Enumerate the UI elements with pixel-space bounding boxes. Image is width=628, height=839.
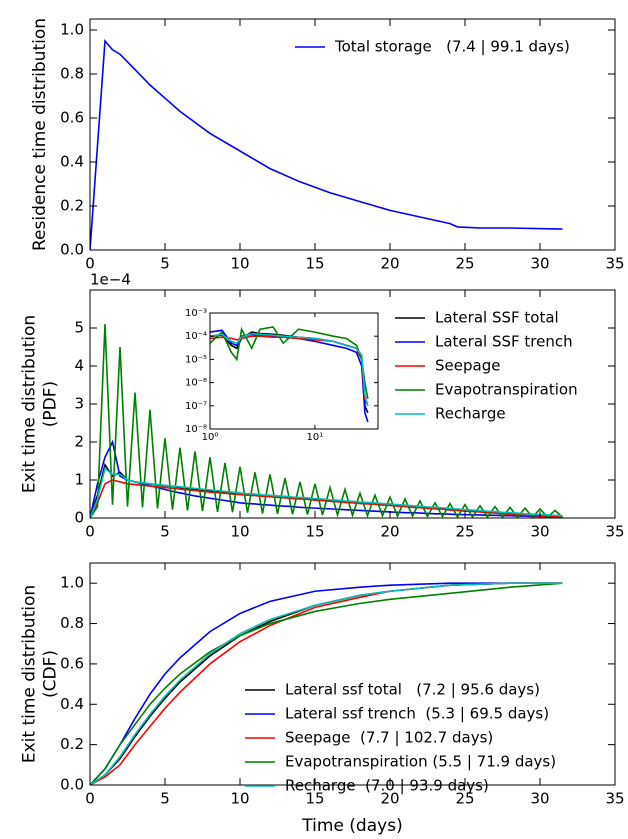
legend-label: Evapotranspiration xyxy=(435,381,578,399)
x-tick-label: 35 xyxy=(605,523,624,541)
x-tick-label: 10 xyxy=(230,255,249,273)
axes-frame xyxy=(89,18,616,251)
y-tick-label: 4 xyxy=(74,357,84,375)
y-axis-label: Exit time distribution xyxy=(20,315,40,493)
y-tick-label: 0.8 xyxy=(60,614,84,632)
x-tick-label: 20 xyxy=(380,790,399,808)
y-tick-label: 0.0 xyxy=(60,241,84,259)
x-axis-label: Time (days) xyxy=(301,816,402,836)
x-tick-label: 35 xyxy=(605,255,624,273)
series-line xyxy=(90,439,563,518)
x-tick-label: 5 xyxy=(160,790,170,808)
y-axis-label: Exit time distribution xyxy=(20,585,40,763)
y-tick-label: 1 xyxy=(74,471,84,489)
y-tick-label: 10⁻³ xyxy=(185,308,207,319)
legend-label: Total storage (7.4 | 99.1 days) xyxy=(334,38,570,56)
y-tick-label: 10⁻⁵ xyxy=(185,354,207,365)
x-tick-label: 25 xyxy=(455,255,474,273)
legend-label: Lateral ssf trench (5.3 | 69.5 days) xyxy=(285,705,549,723)
x-tick-label: 30 xyxy=(530,255,549,273)
axes-frame xyxy=(209,312,379,430)
series-line xyxy=(90,582,563,785)
plot-lines xyxy=(210,326,369,423)
inset: 10⁰ 10¹ 10⁻⁸ 10⁻⁷ 10⁻⁶ 10⁻⁵ 10⁻⁴ 10⁻³ xyxy=(185,308,379,443)
x-tick-label: 15 xyxy=(305,523,324,541)
y-tick-label: 3 xyxy=(74,395,84,413)
x-tick-label: 25 xyxy=(455,790,474,808)
legend-label: Lateral SSF trench xyxy=(435,333,573,351)
series-line xyxy=(210,332,369,407)
x-tick-label: 35 xyxy=(605,790,624,808)
y-axis-label: Residence time distribution xyxy=(30,18,50,251)
plot-area xyxy=(90,563,615,785)
x-tick-label: 0 xyxy=(85,255,95,273)
y-tick-label: 10⁻⁸ xyxy=(185,424,207,435)
legend-label: Seepage xyxy=(435,357,500,375)
y-tick-label: 0.2 xyxy=(60,197,84,215)
legend-label: Evapotranspiration (5.5 | 71.9 days) xyxy=(285,753,556,771)
x-tick-label: 15 xyxy=(305,790,324,808)
legend-label: Lateral ssf total (7.2 | 95.6 days) xyxy=(285,681,540,699)
y-tick-label: 0.2 xyxy=(60,735,84,753)
y-tick-label: 10⁻⁶ xyxy=(185,378,207,389)
panel: 0 5 10 15 20 25 30 35 0 1 2 3 4 5 Exit time distributi… xyxy=(20,271,625,541)
y-axis-label: (CDF) xyxy=(41,650,61,698)
x-tick-label: 10 xyxy=(230,790,249,808)
x-tick-label: 15 xyxy=(305,255,324,273)
y-tick-label: 0.6 xyxy=(60,109,84,127)
series-line xyxy=(90,467,563,518)
legend-label: Recharge (7.0 | 93.9 days) xyxy=(285,777,489,795)
y-tick-label: 5 xyxy=(74,319,84,337)
series-line xyxy=(90,582,563,785)
x-tick-label: 30 xyxy=(530,523,549,541)
y-tick-label: 10⁻⁴ xyxy=(185,331,207,342)
x-tick-label: 0 xyxy=(85,790,95,808)
x-tick-label: 20 xyxy=(380,523,399,541)
x-tick-label: 30 xyxy=(530,790,549,808)
axes-frame xyxy=(89,562,616,786)
y-tick-label: 10⁻⁷ xyxy=(185,401,207,412)
y-tick-label: 0.6 xyxy=(60,654,84,672)
x-tick-label: 5 xyxy=(160,255,170,273)
x-tick-label: 5 xyxy=(160,523,170,541)
x-tick-label: 0 xyxy=(85,523,95,541)
panel: 0 5 10 15 20 25 30 35 0.0 0.2 0.4 0.6 0.8 1.0 Exit tim… xyxy=(20,562,625,836)
plot-area xyxy=(210,313,378,429)
y-tick-label: 1.0 xyxy=(60,21,84,39)
legend-label: Recharge xyxy=(435,405,506,423)
y-offset-label: 1e−4 xyxy=(90,271,131,289)
panel: 0 5 10 15 20 25 30 35 0.0 0.2 0.4 0.6 0.8 1.0 Residenc… xyxy=(30,18,625,273)
y-tick-label: 0 xyxy=(74,509,84,527)
legend-label: Lateral SSF total xyxy=(435,309,559,327)
y-tick-label: 1.0 xyxy=(60,574,84,592)
y-tick-label: 2 xyxy=(74,433,84,451)
series-line xyxy=(90,38,563,250)
y-tick-label: 0.0 xyxy=(60,776,84,794)
x-tick-label: 20 xyxy=(380,255,399,273)
y-tick-label: 0.8 xyxy=(60,65,84,83)
plot-lines xyxy=(90,324,564,518)
y-tick-label: 0.4 xyxy=(60,153,84,171)
y-tick-label: 0.4 xyxy=(60,695,84,713)
legend-label: Seepage (7.7 | 102.7 days) xyxy=(285,729,493,747)
x-tick-label: 10¹ xyxy=(306,432,323,443)
plot-lines xyxy=(90,582,563,785)
plot-lines xyxy=(90,38,563,250)
x-tick-label: 25 xyxy=(455,523,474,541)
x-tick-label: 10 xyxy=(230,523,249,541)
plot-area xyxy=(90,19,615,250)
y-axis-label: (PDF) xyxy=(41,381,61,427)
x-tick-label: 10⁰ xyxy=(202,432,219,443)
